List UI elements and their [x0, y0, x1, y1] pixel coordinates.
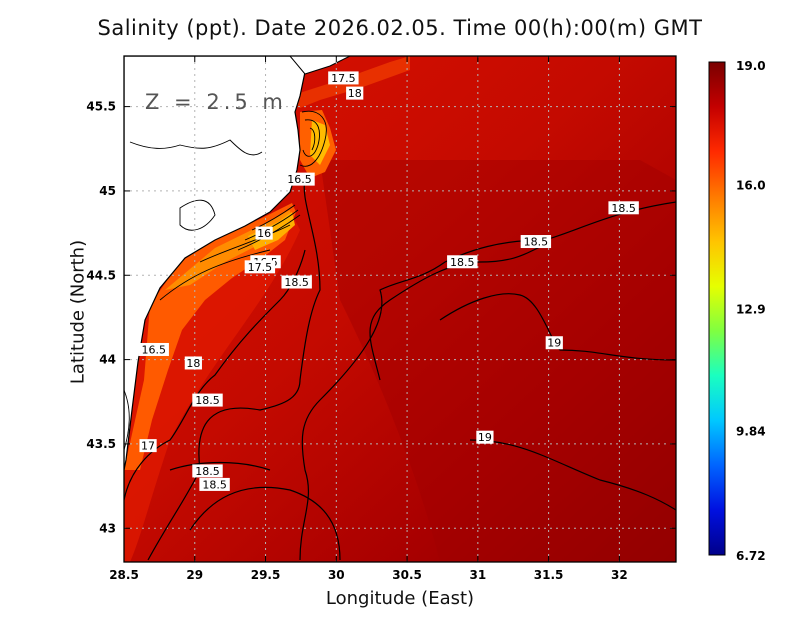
contour-label-bg-7	[138, 342, 169, 356]
contour-label-6: 18.5	[284, 276, 309, 289]
contour-line-1	[147, 179, 321, 561]
dense-contour-1	[302, 119, 320, 157]
contour-label-bg-16	[545, 336, 563, 350]
y-tick-label-0: 43	[99, 521, 116, 535]
contour-lines	[124, 179, 676, 561]
contour-label-2: 16.5	[287, 173, 312, 186]
river-mouth-core	[310, 120, 330, 165]
plot-frame	[123, 55, 677, 563]
contour-line-6	[469, 439, 676, 511]
dense-contour-2	[309, 127, 316, 151]
y-axis: 43 43.5 44 44.5 45 45.5	[86, 100, 676, 535]
y-tick-label-3: 44.5	[86, 268, 116, 282]
y-tick-label-4: 45	[99, 184, 116, 198]
contour-label-bg-10	[139, 439, 157, 453]
contour-label-12: 18.5	[202, 478, 227, 491]
contour-label-17: 19	[478, 431, 492, 444]
x-tick-label-7: 32	[611, 568, 628, 582]
y-tick-label-2: 44	[99, 353, 116, 367]
contour-line-7	[124, 249, 306, 501]
map-layer: 17.51816.51616.517.518.516.51818.51718.5…	[124, 56, 676, 562]
colorbar-tick-label-0: 19.0	[736, 59, 766, 73]
contour-label-bg-8	[184, 356, 202, 370]
x-tick-label-5: 31	[469, 568, 486, 582]
colorbar-tick-label-4: 6.72	[736, 549, 766, 563]
colorbar-gradient-bar	[708, 61, 726, 556]
dense-contour-0	[299, 110, 327, 167]
x-tick-label-1: 29	[186, 568, 203, 582]
contour-label-15: 18.5	[611, 202, 636, 215]
depth-label: Z = 2.5 m	[145, 90, 287, 114]
contour-label-bg-14	[520, 235, 552, 249]
contour-line-2	[189, 486, 341, 561]
contour-label-7: 16.5	[141, 343, 166, 356]
contour-label-8: 18	[186, 357, 200, 370]
colorbar-tick-label-2: 12.9	[736, 302, 766, 316]
lagoon-outline	[179, 199, 216, 231]
grid-lines	[124, 56, 676, 562]
colorbar: 19.0 16.0 12.9 9.84 6.72	[708, 59, 766, 563]
x-axis: 28.5 29 29.5 30 30.5 31 31.5 32	[109, 56, 628, 582]
contour-label-bg-9	[192, 393, 223, 407]
x-tick-label-2: 29.5	[251, 568, 281, 582]
x-axis-label: Longitude (East)	[325, 588, 475, 609]
contour-label-bg-1	[346, 86, 364, 100]
land-mask	[124, 56, 306, 471]
contour-label-bg-3	[255, 226, 273, 240]
contour-label-14: 18.5	[524, 236, 549, 249]
border-line	[129, 139, 263, 156]
contour-label-bg-12	[199, 477, 230, 491]
contour-label-13: 18.5	[450, 256, 475, 269]
coast-detail	[124, 389, 130, 451]
x-tick-label-0: 28.5	[109, 568, 139, 582]
contour-labels: 17.51816.51616.517.518.516.51818.51718.5…	[138, 71, 639, 491]
contour-label-1: 18	[348, 87, 362, 100]
contour-label-5: 17.5	[248, 261, 273, 274]
y-axis-label: Latitude (North)	[67, 239, 89, 385]
contour-label-bg-15	[608, 201, 639, 215]
contour-label-bg-13	[447, 255, 478, 269]
y-tick-label-1: 43.5	[86, 437, 116, 451]
y-tick-label-5: 45.5	[86, 100, 116, 114]
map-title: Salinity (ppt). Date 2026.02.05. Time 00…	[97, 16, 703, 40]
contour-label-bg-6	[281, 275, 312, 289]
colorbar-tick-label-3: 9.84	[736, 425, 766, 439]
contour-label-bg-11	[192, 464, 223, 478]
high-salinity-zone	[320, 160, 676, 562]
dense-contour-6	[199, 224, 291, 263]
contour-label-3: 16	[257, 227, 271, 240]
contour-label-bg-5	[244, 260, 276, 274]
contour-label-0: 17.5	[331, 72, 356, 85]
x-tick-label-4: 30.5	[392, 568, 422, 582]
contour-label-bg-2	[284, 172, 315, 186]
contour-label-bg-17	[476, 430, 494, 444]
contour-label-bg-0	[328, 71, 359, 85]
contour-label-10: 17	[141, 440, 155, 453]
contour-label-9: 18.5	[195, 394, 220, 407]
northern-land	[289, 56, 351, 75]
contour-line-3	[169, 461, 271, 471]
contour-label-11: 18.5	[195, 465, 220, 478]
contour-line-4	[369, 244, 546, 381]
x-tick-label-6: 31.5	[534, 568, 564, 582]
dense-contour-4	[244, 209, 299, 241]
dense-contour-7	[159, 249, 271, 301]
contour-line-5	[439, 293, 676, 361]
contour-label-16: 19	[547, 337, 561, 350]
colorbar-tick-label-1: 16.0	[736, 179, 766, 193]
x-tick-label-3: 30	[328, 568, 345, 582]
